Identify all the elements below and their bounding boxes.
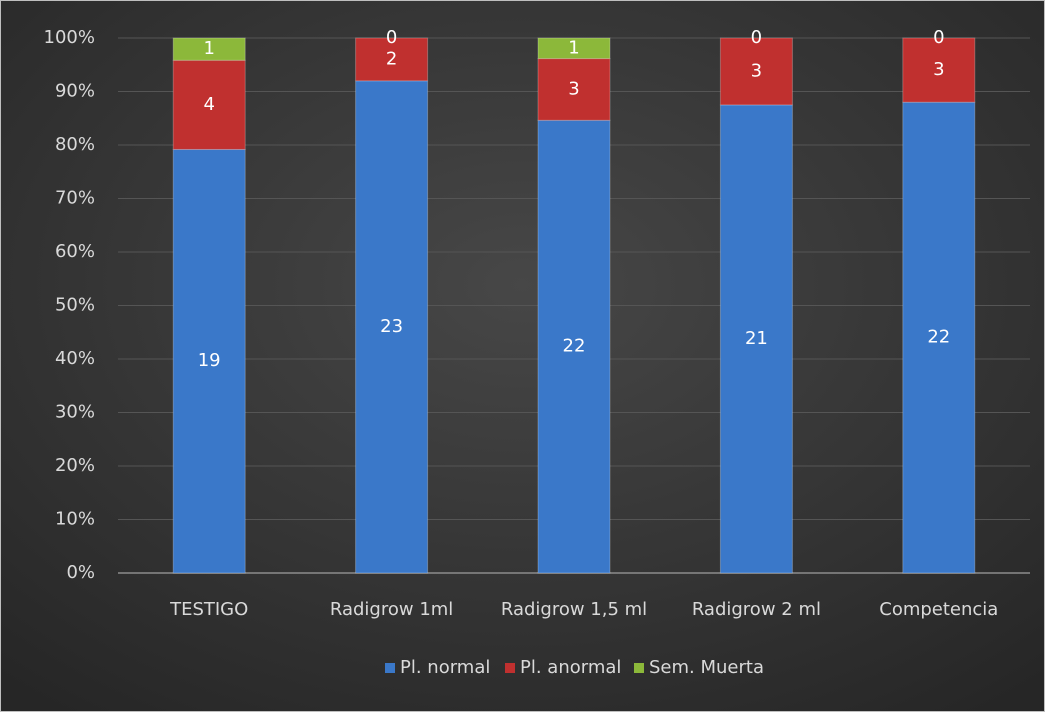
y-tick-label: 60% <box>55 241 95 262</box>
x-tick-label: Competencia <box>879 599 998 620</box>
legend-swatch <box>634 663 644 673</box>
x-tick-label: TESTIGO <box>169 599 248 620</box>
legend-swatch <box>385 663 395 673</box>
bar-segment <box>719 37 793 106</box>
y-tick-label: 50% <box>55 295 95 316</box>
y-tick-label: 70% <box>55 188 95 209</box>
data-label: 3 <box>933 59 944 80</box>
bar-segment <box>172 37 246 61</box>
legend-label: Sem. Muerta <box>649 657 764 678</box>
bar-segment <box>902 101 976 574</box>
data-label: 19 <box>198 350 221 371</box>
bar-segment <box>719 104 793 574</box>
data-label: 22 <box>927 327 950 348</box>
data-label: 3 <box>568 78 579 99</box>
bar-segment <box>537 37 611 60</box>
y-tick-label: 100% <box>44 27 95 48</box>
y-tick-label: 90% <box>55 81 95 102</box>
y-tick-label: 10% <box>55 509 95 530</box>
data-label: 0 <box>386 27 397 48</box>
data-label: 0 <box>751 27 762 48</box>
x-tick-label: Radigrow 1ml <box>330 599 453 620</box>
x-tick-label: Radigrow 2 ml <box>692 599 821 620</box>
bar-segment <box>172 59 246 150</box>
y-tick-label: 40% <box>55 348 95 369</box>
bar-segment <box>537 119 611 574</box>
y-tick-label: 20% <box>55 455 95 476</box>
data-label: 22 <box>563 336 586 357</box>
legend-label: Pl. anormal <box>520 657 621 678</box>
bar-segment <box>355 80 429 574</box>
data-label: 3 <box>751 60 762 81</box>
bar-segment <box>355 37 429 82</box>
legend-swatch <box>505 663 515 673</box>
bar-segment <box>902 37 976 103</box>
x-tick-label: Radigrow 1,5 ml <box>501 599 647 620</box>
y-tick-label: 0% <box>66 562 95 583</box>
data-label: 0 <box>933 27 944 48</box>
data-label: 23 <box>380 316 403 337</box>
data-label: 4 <box>203 94 214 115</box>
data-label: 1 <box>203 38 214 59</box>
bar-segment <box>537 58 611 121</box>
data-label: 21 <box>745 328 768 349</box>
data-label: 1 <box>568 37 579 58</box>
y-tick-label: 30% <box>55 402 95 423</box>
legend-label: Pl. normal <box>400 657 490 678</box>
data-label: 2 <box>386 48 397 69</box>
y-tick-label: 80% <box>55 134 95 155</box>
bar-segment <box>172 148 246 574</box>
